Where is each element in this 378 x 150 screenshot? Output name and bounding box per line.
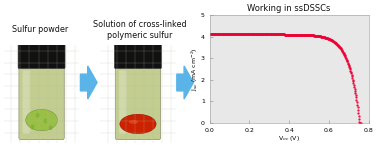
FancyBboxPatch shape bbox=[19, 64, 64, 140]
Ellipse shape bbox=[120, 114, 156, 134]
X-axis label: V$_{oc}$ (V): V$_{oc}$ (V) bbox=[278, 134, 300, 143]
Circle shape bbox=[31, 124, 34, 129]
Ellipse shape bbox=[26, 109, 57, 131]
FancyBboxPatch shape bbox=[119, 70, 127, 134]
Circle shape bbox=[43, 119, 47, 123]
Text: Solution of cross-linked
polymeric sulfur: Solution of cross-linked polymeric sulfu… bbox=[93, 20, 187, 40]
FancyBboxPatch shape bbox=[20, 64, 64, 140]
FancyBboxPatch shape bbox=[23, 70, 30, 134]
FancyArrow shape bbox=[81, 66, 97, 99]
FancyArrow shape bbox=[177, 66, 194, 99]
Title: Working in ssDSSCs: Working in ssDSSCs bbox=[248, 4, 331, 13]
Ellipse shape bbox=[129, 120, 138, 124]
Circle shape bbox=[49, 125, 53, 130]
Text: Sulfur powder: Sulfur powder bbox=[12, 26, 68, 34]
FancyBboxPatch shape bbox=[115, 43, 161, 68]
FancyBboxPatch shape bbox=[117, 64, 161, 140]
FancyBboxPatch shape bbox=[115, 64, 161, 140]
Circle shape bbox=[36, 113, 40, 118]
Y-axis label: J$_{sc}$ (mA cm$^{-2}$): J$_{sc}$ (mA cm$^{-2}$) bbox=[189, 47, 200, 91]
FancyBboxPatch shape bbox=[18, 43, 65, 68]
